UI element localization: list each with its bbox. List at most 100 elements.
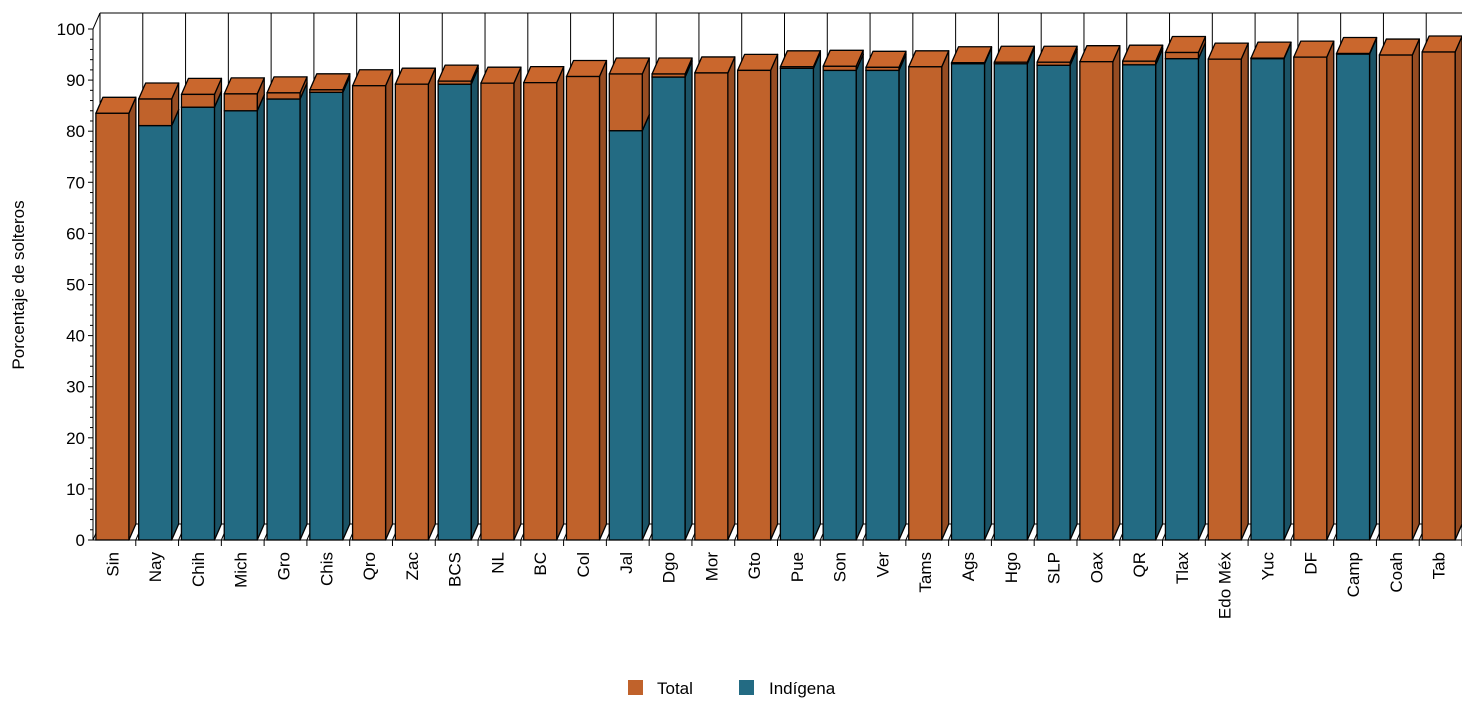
x-tick-label: Coah	[1387, 552, 1406, 593]
x-tick-label: Yuc	[1258, 552, 1277, 581]
bar-front-face	[1335, 52, 1371, 55]
bar-side-face	[171, 108, 180, 541]
bar-top-face	[1250, 41, 1292, 59]
bar-front-face	[1378, 54, 1413, 541]
bar-indigena-QR	[1121, 48, 1164, 541]
bar-side-face	[855, 53, 864, 541]
bar-top-face	[1293, 40, 1335, 58]
legend-label-indigena: Indígena	[769, 679, 836, 698]
bar-top-face	[1335, 36, 1378, 55]
bar-side-face	[898, 53, 907, 541]
bar-side-face	[983, 47, 993, 541]
y-tick-label: 60	[66, 224, 85, 243]
bar-front-face	[1421, 51, 1456, 541]
x-tick-label: Mich	[232, 552, 251, 588]
bar-total-Sin	[95, 96, 137, 541]
bar-side-face	[769, 53, 779, 541]
y-tick-label: 70	[66, 173, 85, 192]
x-tick-label: Pue	[788, 552, 807, 582]
bar-indigena-Camp	[1335, 37, 1378, 541]
x-tick-label: Ver	[873, 552, 892, 578]
bar-total-BCS	[437, 64, 479, 85]
bar-total-Chis	[309, 73, 351, 94]
bar-indigena-Tlax	[1164, 41, 1207, 541]
y-tick-label: 100	[57, 20, 85, 39]
bar-total-Oax	[1079, 45, 1121, 541]
x-tick-label: Chis	[317, 552, 336, 586]
bar-total-Camp	[1335, 36, 1378, 55]
x-tick-label: Sin	[103, 552, 122, 577]
x-tick-label: Hgo	[1002, 552, 1021, 583]
bar-total-Ags	[950, 46, 993, 65]
x-tick-label: Son	[831, 552, 850, 582]
bars-layer	[95, 35, 1462, 541]
x-tick-label: Ags	[959, 552, 978, 581]
bar-top-face	[651, 57, 693, 75]
bar-total-Chih	[180, 77, 223, 108]
bar-side-face	[128, 96, 137, 541]
bar-top-face	[1079, 45, 1121, 63]
legend-swatch-total	[628, 680, 643, 695]
bar-side-face	[384, 69, 394, 541]
y-tick-label: 0	[76, 531, 85, 550]
bar-front-face	[266, 92, 301, 100]
bar-front-face	[180, 93, 216, 108]
bar-top-face	[822, 49, 864, 67]
bar-front-face	[950, 63, 986, 541]
bar-top-face	[95, 96, 137, 114]
bar-front-face	[993, 63, 1028, 541]
bar-top-face	[1207, 42, 1249, 60]
bar-front-face	[437, 83, 472, 541]
bar-total-Tams	[908, 50, 950, 541]
bar-front-face	[608, 73, 643, 132]
bar-total-Nay	[138, 82, 180, 127]
y-axis-top-connector	[92, 12, 101, 30]
x-tick-label: Zac	[403, 552, 422, 581]
bar-front-face	[1164, 57, 1200, 541]
bar-top-face	[138, 82, 180, 100]
bar-side-face	[1154, 48, 1164, 541]
bar-top-face	[608, 57, 650, 75]
y-tick-label: 40	[66, 327, 85, 346]
bar-front-face	[351, 85, 387, 541]
bar-side-face	[256, 94, 265, 541]
bar-top-face	[180, 77, 223, 96]
bar-total-Pue	[779, 50, 822, 69]
bar-indigena-Chis	[309, 75, 351, 541]
bar-side-face	[1411, 38, 1420, 541]
bar-front-face	[223, 93, 258, 112]
y-tick-label: 50	[66, 276, 85, 295]
y-tick-label: 90	[66, 71, 85, 90]
x-tick-label: BCS	[446, 552, 465, 587]
bar-side-face	[598, 59, 608, 541]
bar-top-face	[309, 73, 351, 91]
bar-front-face	[309, 89, 344, 94]
y-axis-title: Porcentaje de solteros	[9, 200, 28, 369]
bar-total-Qro	[351, 69, 394, 541]
bar-total-Son	[822, 49, 864, 72]
bar-total-Mor	[694, 56, 736, 541]
x-tick-label: Gto	[745, 552, 764, 579]
bar-indigena-Jal	[608, 114, 650, 541]
bar-top-face	[779, 50, 822, 68]
bar-side-face	[1026, 47, 1035, 541]
x-tick-label: Tlax	[1173, 552, 1192, 585]
x-tick-label: Mor	[702, 552, 721, 582]
bar-top-face	[1378, 38, 1420, 56]
bar-front-face	[1121, 64, 1157, 541]
bar-total-QR	[1121, 44, 1164, 66]
bar-side-face	[513, 66, 522, 541]
bar-side-face	[1454, 35, 1462, 541]
bar-side-face	[1197, 41, 1207, 541]
bar-side-face	[299, 82, 308, 541]
labels-layer: 0 10 20 30 40 50 60 70 80 90 100 Sin Nay Chih Mich Gro C…	[57, 20, 1449, 619]
bar-front-face	[694, 72, 729, 541]
bar-top-face	[865, 50, 907, 68]
bar-indigena-Ver	[865, 53, 907, 541]
bar-front-face	[1250, 57, 1285, 60]
y-tick-label: 10	[66, 480, 85, 499]
bar-indigena-SLP	[1036, 48, 1078, 541]
x-tick-label: Tab	[1430, 552, 1449, 579]
bar-front-face	[865, 69, 900, 541]
